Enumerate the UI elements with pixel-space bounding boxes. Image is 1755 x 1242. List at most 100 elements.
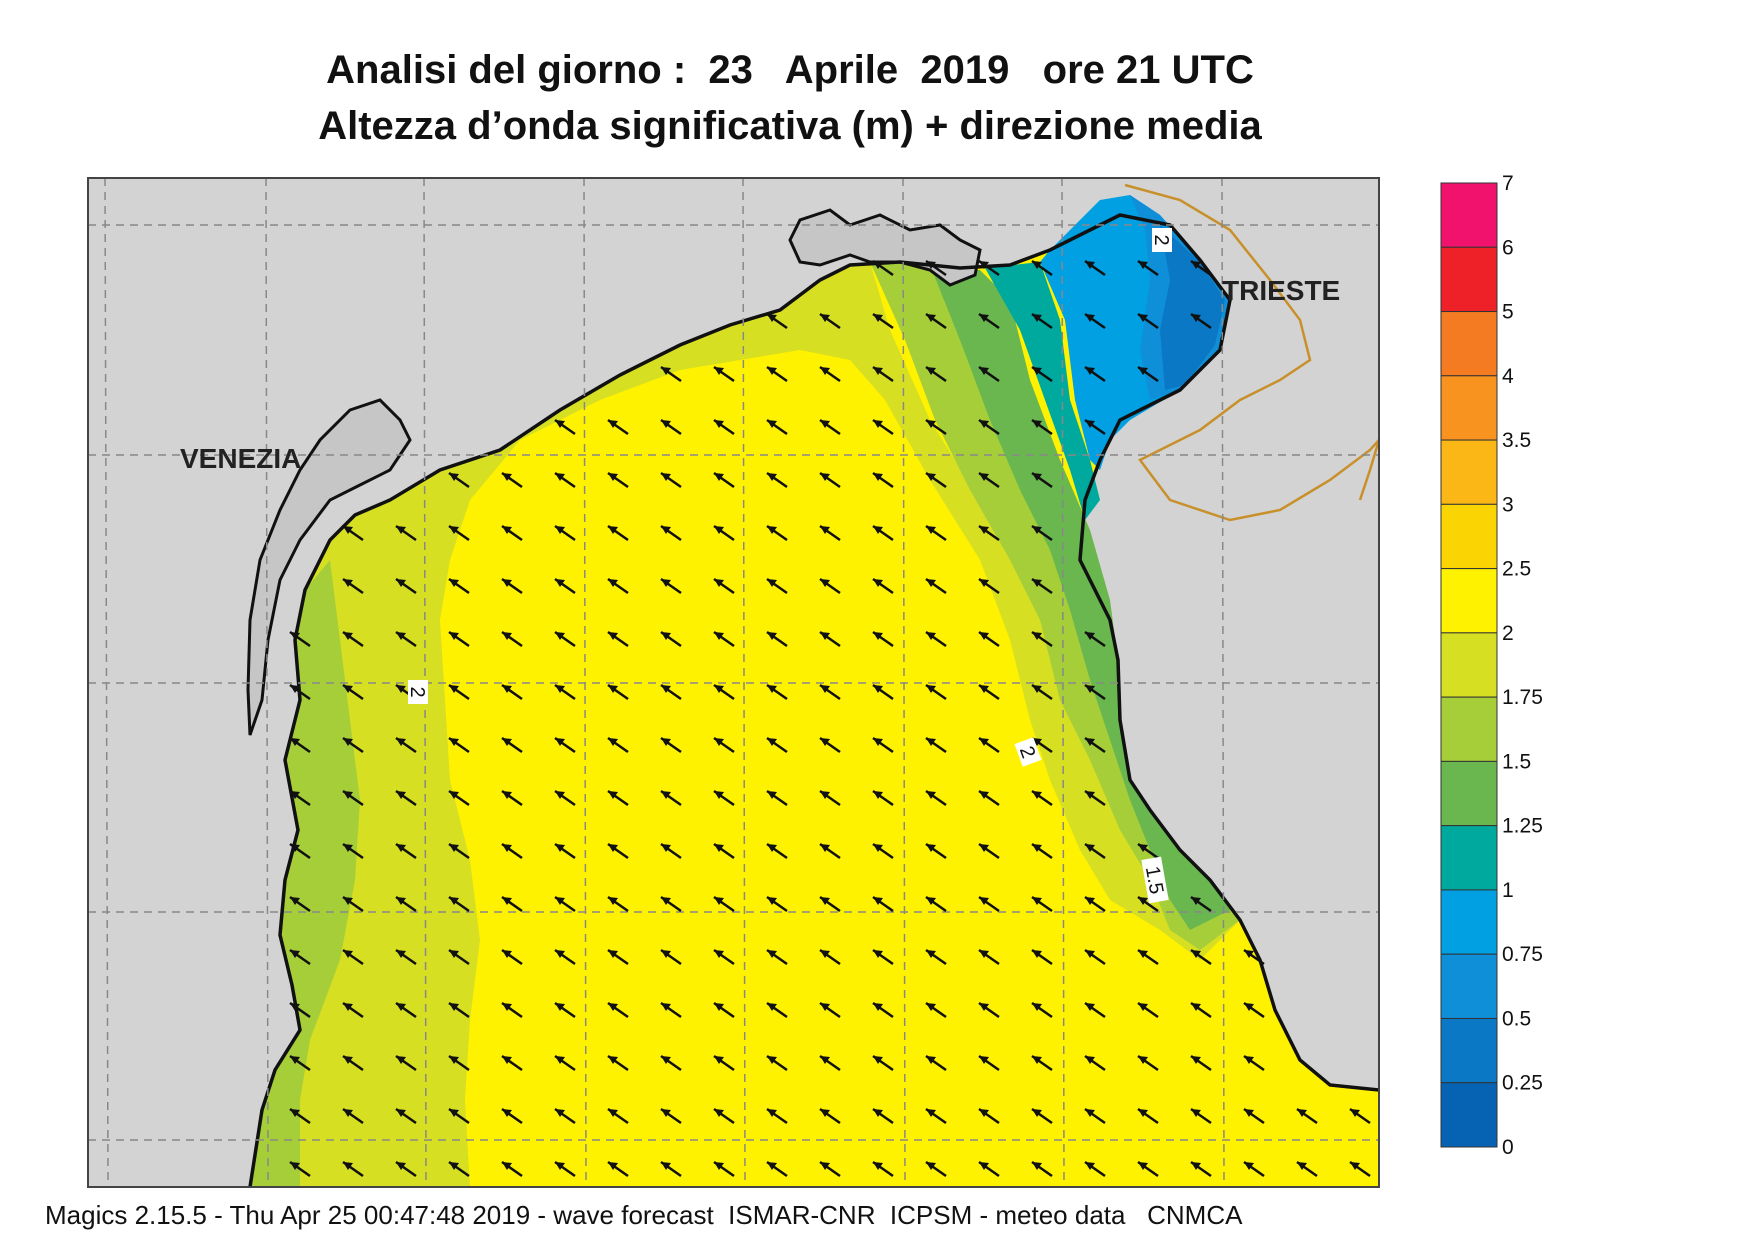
wave-arrow xyxy=(713,1001,735,1019)
wave-arrow xyxy=(766,842,788,860)
wave-arrow xyxy=(395,842,417,860)
wave-arrow xyxy=(448,1107,470,1125)
wave-arrow xyxy=(978,259,1000,277)
wave-arrow xyxy=(1031,948,1053,966)
wave-arrow xyxy=(766,683,788,701)
legend-swatch xyxy=(1440,1082,1498,1148)
wave-arrow xyxy=(660,577,682,595)
wave-arrow xyxy=(872,1107,894,1125)
wave-arrow xyxy=(395,630,417,648)
wave-arrow xyxy=(395,1160,417,1178)
wave-arrow xyxy=(925,630,947,648)
wave-arrow xyxy=(660,789,682,807)
wave-arrow xyxy=(1084,895,1106,913)
wave-arrow xyxy=(1243,1001,1265,1019)
legend-swatch xyxy=(1440,182,1498,248)
wave-arrow xyxy=(554,789,576,807)
wave-arrow xyxy=(660,524,682,542)
wave-arrow xyxy=(872,365,894,383)
wave-arrow xyxy=(1190,1160,1212,1178)
chart-subtitle: Altezza d’onda significativa (m) + direz… xyxy=(318,104,1262,148)
wave-arrow xyxy=(1031,471,1053,489)
wave-arrow xyxy=(819,1160,841,1178)
wave-arrow xyxy=(1084,630,1106,648)
wave-arrow xyxy=(1031,418,1053,436)
wave-arrow xyxy=(660,895,682,913)
wave-arrow xyxy=(660,418,682,436)
wave-arrow xyxy=(872,1001,894,1019)
wave-arrow xyxy=(448,1160,470,1178)
wave-arrow xyxy=(501,1160,523,1178)
wave-arrow xyxy=(289,948,311,966)
wave-arrow xyxy=(1031,1160,1053,1178)
wave-arrow xyxy=(660,948,682,966)
wave-arrow xyxy=(1349,1107,1371,1125)
wave-arrow xyxy=(1243,948,1265,966)
contour-label-left-2: 2 xyxy=(406,680,428,704)
legend-swatch xyxy=(1440,632,1498,698)
wave-arrow xyxy=(872,524,894,542)
wave-arrow xyxy=(607,630,629,648)
wave-arrow xyxy=(819,577,841,595)
wave-arrow xyxy=(872,577,894,595)
wave-arrow xyxy=(1190,948,1212,966)
wave-arrow xyxy=(554,418,576,436)
wave-arrow xyxy=(925,1001,947,1019)
wave-arrow xyxy=(1031,365,1053,383)
wave-arrow xyxy=(342,895,364,913)
wave-arrow xyxy=(1031,1054,1053,1072)
wave-arrow xyxy=(1296,1160,1318,1178)
wave-arrow xyxy=(713,1054,735,1072)
wave-arrow xyxy=(766,1054,788,1072)
wave-arrow xyxy=(978,1160,1000,1178)
contour-label-mid-2: 2 xyxy=(1014,737,1042,767)
wave-arrow xyxy=(1190,1054,1212,1072)
wave-arrow xyxy=(1137,895,1159,913)
wave-arrow xyxy=(342,842,364,860)
color-legend: 7 6 5 4 3.5 3 2.5 2 1.75 1.5 1.25 1 0.75 0.5 0.25 0 xyxy=(1440,172,1543,1159)
wave-arrow xyxy=(978,789,1000,807)
wave-arrow xyxy=(395,1054,417,1072)
wave-arrow xyxy=(395,736,417,754)
wave-arrow xyxy=(766,1001,788,1019)
wave-arrow xyxy=(925,895,947,913)
wave-arrow xyxy=(342,1160,364,1178)
wave-arrow xyxy=(289,789,311,807)
wave-arrow xyxy=(1243,1107,1265,1125)
wave-arrow xyxy=(978,1054,1000,1072)
wave-arrow xyxy=(554,736,576,754)
wave-arrow xyxy=(766,948,788,966)
wave-band-1-5-west xyxy=(250,560,360,1187)
wave-arrow xyxy=(342,948,364,966)
wave-arrow xyxy=(342,736,364,754)
wave-arrow xyxy=(342,789,364,807)
national-border-east xyxy=(1358,439,1379,501)
wave-arrow xyxy=(819,736,841,754)
wave-arrow xyxy=(660,736,682,754)
wave-direction-arrows xyxy=(289,259,1371,1178)
wave-arrow xyxy=(819,524,841,542)
wave-arrow xyxy=(660,1001,682,1019)
wave-arrow xyxy=(766,524,788,542)
wave-arrow xyxy=(1190,312,1212,330)
wave-arrow xyxy=(660,1160,682,1178)
wave-arrow xyxy=(1137,1054,1159,1072)
wave-arrow xyxy=(395,789,417,807)
wave-arrow xyxy=(713,1160,735,1178)
legend-tick-label: 0 xyxy=(1502,1136,1514,1159)
wave-arrow xyxy=(1084,1001,1106,1019)
wave-arrow xyxy=(925,948,947,966)
wave-arrow xyxy=(872,1160,894,1178)
wave-arrow xyxy=(1084,259,1106,277)
wave-arrow xyxy=(925,259,947,277)
legend-swatch xyxy=(1440,825,1498,891)
wave-arrow xyxy=(501,948,523,966)
wave-arrow xyxy=(925,842,947,860)
wave-arrow xyxy=(766,736,788,754)
wave-arrow xyxy=(1084,683,1106,701)
wave-arrow xyxy=(925,1160,947,1178)
wave-arrow xyxy=(1031,259,1053,277)
wave-arrow xyxy=(713,577,735,595)
wave-arrow xyxy=(607,577,629,595)
